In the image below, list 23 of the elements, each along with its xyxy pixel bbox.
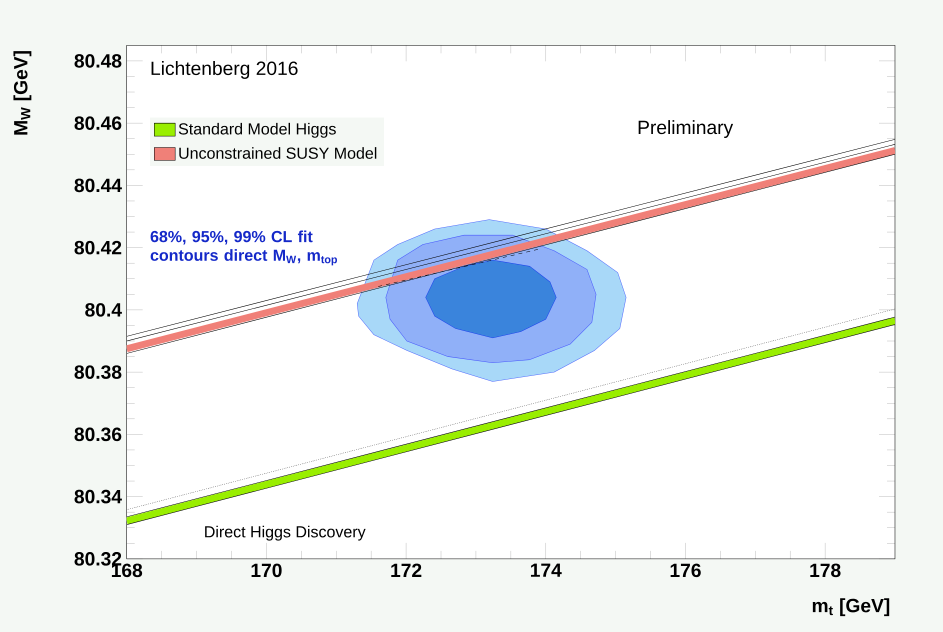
- annotation: Lichtenberg 2016: [152, 60, 298, 79]
- y-tick-label: 80.42: [74, 240, 122, 254]
- y-tick-label: 80.48: [74, 54, 122, 68]
- legend-label: Standard Model Higgs: [178, 122, 336, 138]
- x-tick-label: 168: [112, 563, 142, 578]
- x-tick-label: 176: [670, 563, 701, 578]
- y-axis-title: M$_{W}$ [GeV]: [13, 51, 32, 134]
- x-axis-title: m$_{t}$ [GeV]: [812, 598, 890, 616]
- x-tick-label: 172: [391, 563, 422, 577]
- y-tick-label: 80.34: [74, 490, 122, 504]
- x-tick-label: 174: [530, 563, 562, 577]
- x-tick-label: 178: [810, 563, 841, 578]
- y-tick-label: 80.38: [74, 365, 122, 379]
- annotation: Direct Higgs Discovery: [205, 526, 366, 541]
- annotation: 68%, 95%, 99% CL fit contours direct M$_{W}$, m$_{top}$: [150, 230, 337, 266]
- annotation: Preliminary: [638, 120, 734, 138]
- legend-label: Unconstrained SUSY Model: [179, 147, 376, 159]
- y-tick-label: 80.4: [85, 302, 122, 317]
- y-tick-label: 80.36: [74, 427, 122, 442]
- y-tick-label: 80.46: [74, 116, 122, 130]
- x-tick-label: 170: [252, 563, 282, 578]
- y-tick-label: 80.32: [74, 552, 122, 566]
- y-tick-label: 80.44: [74, 178, 122, 192]
